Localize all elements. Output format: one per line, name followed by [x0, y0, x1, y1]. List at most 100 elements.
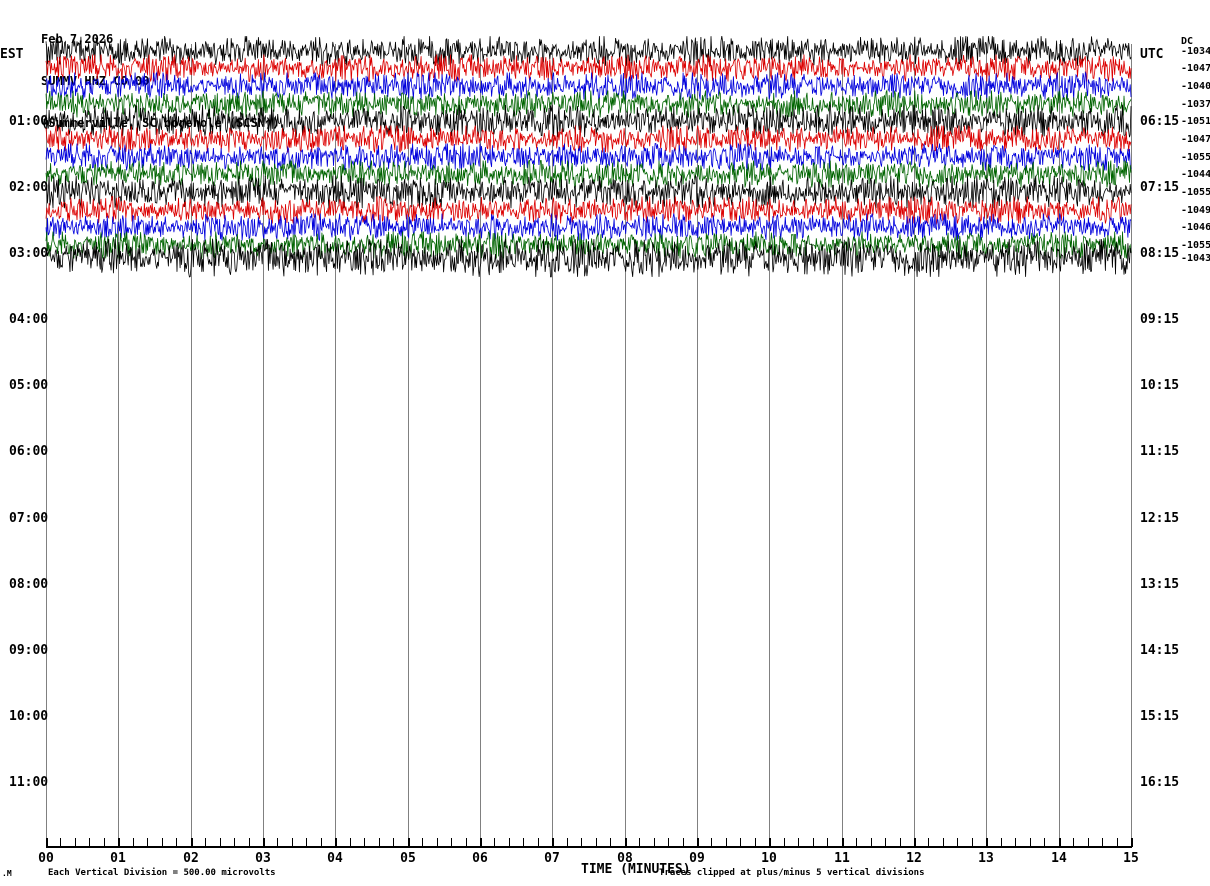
x-axis-minor-tick	[364, 838, 365, 847]
x-axis-tick-label: 15	[1123, 851, 1139, 866]
dc-column-caption: DC	[1181, 36, 1194, 47]
seismogram-trace	[45, 195, 1132, 225]
x-axis-minor-tick	[1073, 838, 1074, 847]
utc-time-label: 14:15	[1140, 643, 1180, 658]
gridline	[263, 44, 264, 846]
x-axis-minor-tick	[133, 838, 134, 847]
dc-value-label: -1055	[1181, 152, 1210, 163]
x-axis-minor-tick	[437, 838, 438, 847]
x-axis-major-tick	[769, 838, 771, 847]
x-axis-tick-label: 01	[110, 851, 126, 866]
x-axis-major-tick	[408, 838, 410, 847]
x-axis-minor-tick	[871, 838, 872, 847]
x-axis-title: TIME (MINUTES)	[581, 862, 691, 877]
x-axis-minor-tick	[928, 838, 929, 847]
x-axis-major-tick	[1059, 838, 1061, 847]
x-axis-major-tick	[552, 838, 554, 847]
x-axis-minor-tick	[567, 838, 568, 847]
clip-note: Traces clipped at plus/minus 5 vertical …	[659, 868, 925, 878]
est-time-label: 03:00	[9, 246, 49, 261]
x-axis-minor-tick	[1088, 838, 1089, 847]
x-axis-minor-tick	[277, 838, 278, 847]
x-axis-minor-tick	[75, 838, 76, 847]
x-axis-major-tick	[842, 838, 844, 847]
x-axis-major-tick	[914, 838, 916, 847]
x-axis-minor-tick	[1044, 838, 1045, 847]
scale-note: Each Vertical Division = 500.00 microvol…	[48, 868, 276, 878]
gridline	[480, 44, 481, 846]
x-axis-minor-tick	[813, 838, 814, 847]
gridline	[552, 44, 553, 846]
gridline	[625, 44, 626, 846]
x-axis-major-tick	[480, 838, 482, 847]
dc-value-label: -1046	[1181, 222, 1210, 233]
x-axis-minor-tick	[451, 838, 452, 847]
x-axis-minor-tick	[379, 838, 380, 847]
gridline	[1059, 44, 1060, 846]
dc-value-label: -1037	[1181, 99, 1210, 110]
x-axis-minor-tick	[538, 838, 539, 847]
x-axis-major-tick	[625, 838, 627, 847]
x-axis-minor-tick	[147, 838, 148, 847]
x-axis-minor-tick	[1117, 838, 1118, 847]
x-axis-minor-tick	[900, 838, 901, 847]
x-axis-tick-label: 00	[38, 851, 54, 866]
x-axis-minor-tick	[234, 838, 235, 847]
x-axis-minor-tick	[1102, 838, 1103, 847]
utc-axis-caption: UTC	[1140, 47, 1164, 62]
gridline	[191, 44, 192, 846]
dc-value-label: -1034	[1181, 46, 1210, 57]
dc-value-label: -1049	[1181, 205, 1210, 216]
x-axis-minor-tick	[292, 838, 293, 847]
x-axis-minor-tick	[711, 838, 712, 847]
seismogram-trace	[45, 174, 1132, 209]
gridline	[408, 44, 409, 846]
plot-right-border	[1131, 44, 1132, 846]
seismogram-trace	[45, 141, 1132, 172]
x-axis-minor-tick	[205, 838, 206, 847]
x-axis-minor-tick	[321, 838, 322, 847]
x-axis-minor-tick	[755, 838, 756, 847]
x-axis-minor-tick	[726, 838, 727, 847]
x-axis-minor-tick	[306, 838, 307, 847]
x-axis-minor-tick	[639, 838, 640, 847]
est-time-label: 09:00	[9, 643, 49, 658]
x-axis-minor-tick	[523, 838, 524, 847]
dc-value-label: -1040	[1181, 81, 1210, 92]
x-axis-tick-label: 02	[183, 851, 199, 866]
seismogram-trace	[45, 54, 1132, 83]
gridline	[118, 44, 119, 846]
x-axis-minor-tick	[220, 838, 221, 847]
est-time-label: 08:00	[9, 577, 49, 592]
x-axis-tick-label: 10	[761, 851, 777, 866]
x-axis-major-tick	[986, 838, 988, 847]
x-axis-major-tick	[263, 838, 265, 847]
est-axis-caption: EST	[0, 47, 24, 62]
seismogram-trace	[45, 71, 1132, 101]
seismogram-trace	[45, 238, 1132, 278]
x-axis-minor-tick	[827, 838, 828, 847]
x-axis-minor-tick	[885, 838, 886, 847]
utc-time-label: 11:15	[1140, 444, 1180, 459]
dc-value-label: -1047	[1181, 134, 1210, 145]
utc-time-label: 08:15	[1140, 246, 1180, 261]
dc-value-label: -1047	[1181, 63, 1210, 74]
x-axis-minor-tick	[350, 838, 351, 847]
x-axis-minor-tick	[683, 838, 684, 847]
dc-value-label: -1044	[1181, 169, 1210, 180]
x-axis-major-tick	[697, 838, 699, 847]
x-axis-minor-tick	[957, 838, 958, 847]
gridline	[335, 44, 336, 846]
gridline	[914, 44, 915, 846]
utc-time-label: 15:15	[1140, 709, 1180, 724]
x-axis-tick-label: 07	[544, 851, 560, 866]
utc-time-label: 06:15	[1140, 114, 1180, 129]
x-axis-minor-tick	[972, 838, 973, 847]
gridline	[842, 44, 843, 846]
x-axis-tick-label: 05	[400, 851, 416, 866]
x-axis-minor-tick	[1030, 838, 1031, 847]
x-axis-major-tick	[335, 838, 337, 847]
x-axis-minor-tick	[509, 838, 510, 847]
